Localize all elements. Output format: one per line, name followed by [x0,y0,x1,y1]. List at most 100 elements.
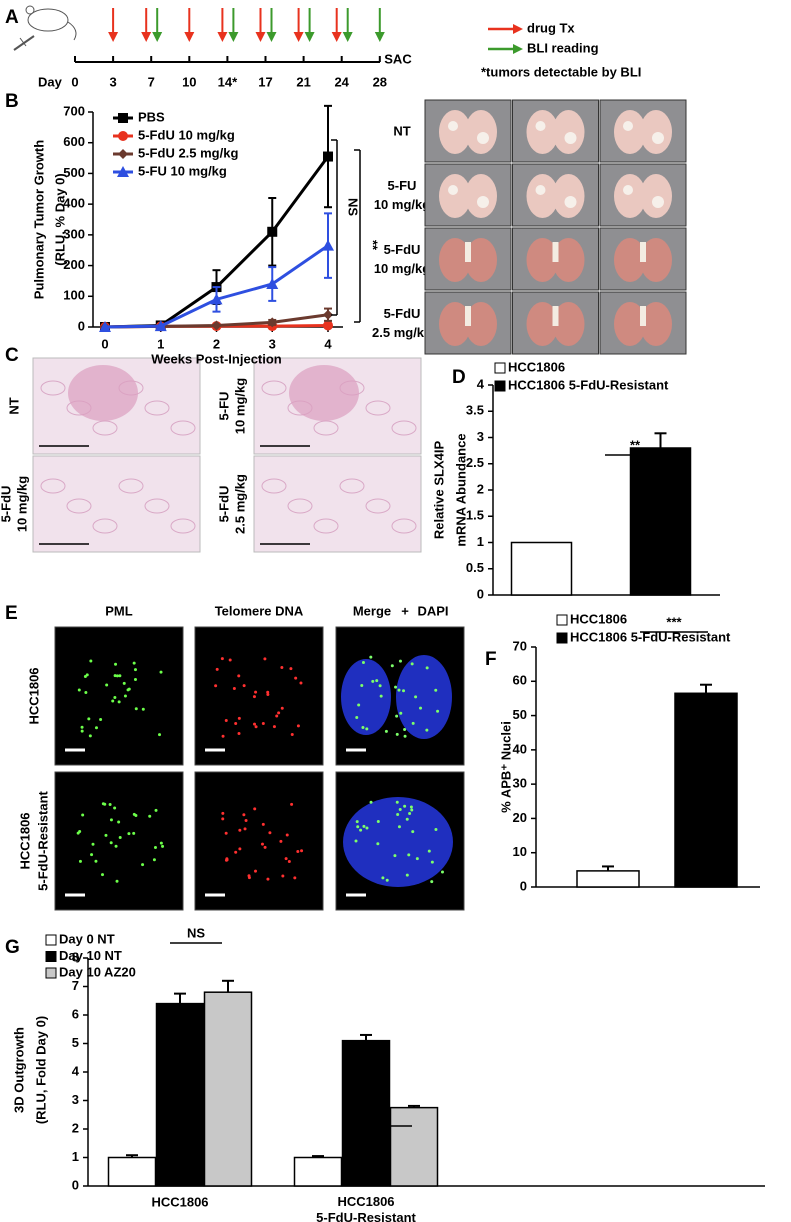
histology-label: 10 mg/kg [14,476,29,532]
trachea [465,242,471,262]
focus-dot [393,854,397,858]
bar [155,1002,205,1187]
y-tick-label: 5 [72,1035,79,1050]
focus-dot [113,806,117,810]
focus-dot [99,718,103,722]
focus-dot [408,811,412,815]
focus-dot [300,849,304,853]
y-axis-title: 3D Outgrowth [11,1027,26,1113]
focus-dot [403,734,407,738]
focus-dot [114,844,118,848]
column-header: + [401,603,409,618]
annotation: ** [630,437,641,452]
focus-dot [94,859,98,863]
y-tick-label: 4 [477,376,485,391]
y-tick-label: 40 [513,741,527,756]
panel-letter: B [5,91,19,112]
focus-dot [296,724,300,728]
timeline-note: *tumors detectable by BLI [481,64,641,79]
tissue-blob [313,518,339,534]
focus-dot [224,831,228,835]
tumor [535,121,546,131]
legend-label: BLI reading [527,40,599,55]
focus-dot [242,813,246,817]
focus-dot [299,681,303,685]
focus-dot [127,687,131,691]
focus-dot [405,817,409,821]
focus-dot [260,842,264,846]
x-tick-label: 0 [101,336,108,351]
trachea [552,306,559,326]
y-tick-label: 0.5 [466,560,484,575]
focus-dot [221,817,225,821]
bar [576,870,640,888]
focus-dot [411,721,415,725]
legend-swatch [45,967,57,979]
focus-dot [397,688,401,692]
tissue-blob [391,420,417,436]
legend-label: HCC1806 [508,359,565,374]
tissue-blob [92,420,118,436]
focus-dot [153,845,157,849]
mouse-icon [13,5,77,51]
y-tick-label: 600 [63,134,85,149]
focus-dot [395,732,399,736]
focus-dot [405,873,409,877]
focus-dot [81,813,85,817]
tissue-blob [261,478,287,494]
focus-dot [395,714,399,718]
y-tick-label: 1 [477,534,484,549]
focus-dot [359,828,363,832]
focus-dot [398,659,402,663]
tumor [623,121,633,131]
lung-lobe [439,174,471,218]
focus-dot [88,734,92,738]
legend-arrow-head [513,44,523,54]
y-tick-label: 1 [72,1149,79,1164]
bar [510,541,573,596]
focus-dot [279,839,283,843]
tumor-nodule [289,365,359,421]
column-header: Telomere DNA [215,603,304,618]
focus-dot [290,802,294,806]
focus-dot [242,684,246,688]
focus-dot [91,842,95,846]
micrograph [54,771,184,911]
focus-dot [238,828,242,832]
focus-dot [399,711,403,715]
focus-dot [402,689,406,693]
focus-dot [281,874,285,878]
y-tick-label: 2.5 [466,455,484,470]
x-tick-label: HCC1806 5-FdU-Resistant [316,1194,416,1222]
focus-dot [247,874,251,878]
focus-dot [375,679,379,683]
lung-lobe [465,110,497,154]
focus-dot [134,707,138,711]
panel-letter: A [5,7,19,28]
panel-letter: G [5,937,20,958]
lung-lobe [526,110,559,154]
panel-letter: C [5,345,19,366]
y-tick-label: 500 [63,165,85,180]
bli-arrow-head [152,32,163,42]
x-tick-label: 3 [269,336,276,351]
legend-label: Day 10 NT [59,948,122,963]
focus-dot [161,844,165,848]
focus-dot [221,811,225,815]
focus-dot [133,677,137,681]
focus-dot [109,818,113,822]
focus-dot [396,813,400,817]
column-header: PML [105,603,133,618]
legend-label: HCC1806 5-FdU-Resistant [508,377,669,392]
legend-swatch [556,632,568,644]
annotation: NS [187,925,205,940]
tissue-blob [313,420,339,436]
y-tick-label: 700 [63,103,85,118]
focus-dot [395,800,399,804]
tumor [564,196,577,208]
legend-swatch [556,614,568,626]
trachea [640,242,646,262]
lung-lobe [552,174,585,218]
focus-dot [434,828,438,832]
focus-dot [398,807,402,811]
